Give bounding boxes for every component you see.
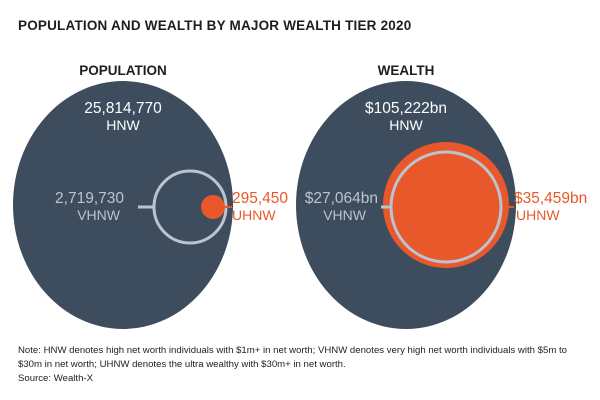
panel-title-population: POPULATION (79, 63, 167, 78)
footnote: Note: HNW denotes high net worth individ… (18, 345, 567, 370)
panel-title-wealth: WEALTH (378, 63, 435, 78)
source-note: Source: Wealth-X (18, 373, 94, 384)
population-uhnw-label: UHNW (232, 207, 276, 223)
population-hnw-value: 25,814,770 (84, 100, 162, 117)
population-hnw-label: HNW (106, 117, 140, 133)
population-vhnw-value: 2,719,730 (55, 190, 124, 207)
panel-population: POPULATION 25,814,770 HNW 2,719,730 VHNW… (13, 63, 288, 329)
wealth-uhnw-bubble (383, 142, 509, 268)
population-uhnw-bubble (201, 195, 225, 219)
wealth-uhnw-value: $35,459bn (514, 190, 587, 207)
panel-wealth: WEALTH $105,222bn HNW $27,064bn VHNW $35… (296, 63, 587, 329)
wealth-uhnw-label: UHNW (516, 207, 560, 223)
wealth-vhnw-label: VHNW (323, 207, 367, 223)
chart-title: POPULATION AND WEALTH BY MAJOR WEALTH TI… (18, 18, 412, 33)
wealth-vhnw-value: $27,064bn (305, 190, 378, 207)
chart-footer: Note: HNW denotes high net worth individ… (18, 344, 588, 386)
population-uhnw-value: 295,450 (232, 190, 288, 207)
population-hnw-bubble (13, 81, 233, 329)
wealth-hnw-value: $105,222bn (365, 100, 447, 117)
wealth-hnw-label: HNW (389, 117, 423, 133)
population-vhnw-label: VHNW (77, 207, 121, 223)
